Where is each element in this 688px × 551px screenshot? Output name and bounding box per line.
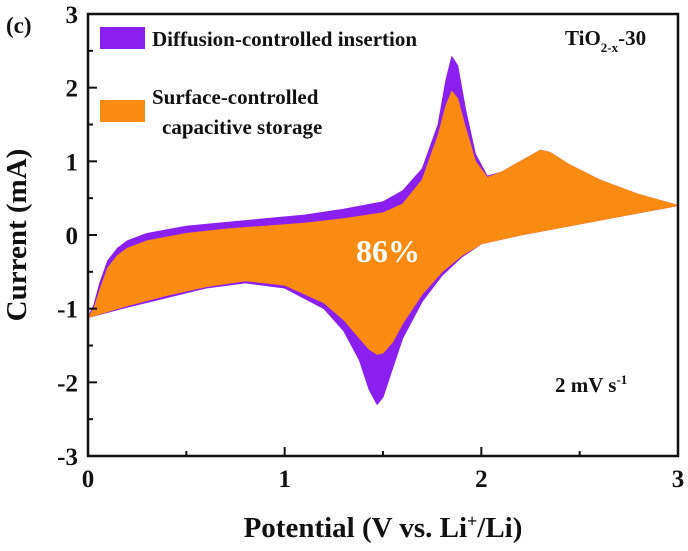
x-axis-label: Potential (V vs. Li+/Li)	[244, 511, 523, 544]
scan-rate-label: 2 mV s-1	[555, 372, 627, 397]
series-area-capacitive	[87, 90, 679, 355]
y-tick-label: -2	[57, 370, 78, 397]
x-tick-label: 0	[82, 466, 95, 493]
y-tick-label: -1	[57, 297, 78, 324]
y-tick-label: 3	[66, 2, 79, 29]
legend-label-capacitive-line2: capacitive storage	[162, 115, 322, 139]
x-tick-label: 1	[278, 466, 291, 493]
capacitive-percentage: 86%	[356, 233, 420, 269]
x-tick-label: 2	[475, 466, 488, 493]
sample-label: TiO2-x-30	[565, 26, 646, 55]
legend-swatch-capacitive	[100, 100, 145, 122]
y-tick-label: 2	[66, 76, 79, 103]
x-tick-label: 3	[672, 466, 685, 493]
legend-label-diffusion: Diffusion-controlled insertion	[152, 27, 417, 51]
legend-swatch-diffusion	[100, 27, 145, 49]
y-tick-label: -3	[57, 444, 78, 471]
y-tick-label: 0	[66, 223, 79, 250]
y-axis-label: Current (mA)	[1, 149, 33, 322]
y-tick-label: 1	[66, 149, 79, 176]
tick-layer: 0 1 2 3 -3 -2 -1 0 1 2 3	[57, 2, 684, 493]
legend-label-capacitive-line1: Surface-controlled	[152, 85, 319, 109]
panel-label: (c)	[6, 13, 32, 38]
area-layer	[87, 56, 679, 405]
